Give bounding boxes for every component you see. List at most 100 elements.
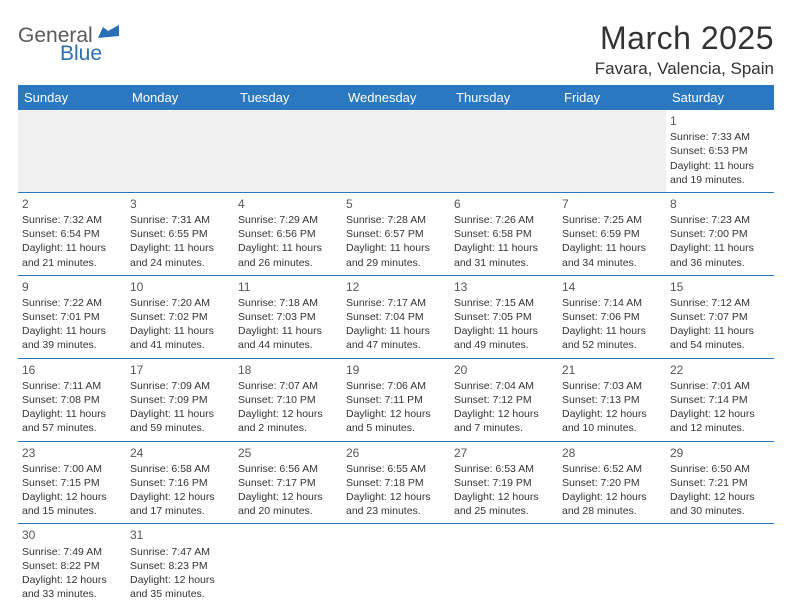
sunrise-text: Sunrise: 6:53 AM [454,462,554,476]
sunset-text: Sunset: 7:13 PM [562,393,662,407]
day-details: Sunrise: 7:06 AMSunset: 7:11 PMDaylight:… [346,379,446,436]
day-number: 4 [238,196,338,212]
calendar-cell: 3Sunrise: 7:31 AMSunset: 6:55 PMDaylight… [126,192,234,275]
header: GeneralBlue March 2025 Favara, Valencia,… [18,20,774,79]
sunrise-text: Sunrise: 7:47 AM [130,545,230,559]
calendar-cell: 8Sunrise: 7:23 AMSunset: 7:00 PMDaylight… [666,192,774,275]
calendar-week-row: 30Sunrise: 7:49 AMSunset: 8:22 PMDayligh… [18,524,774,606]
weekday-header: Monday [126,85,234,110]
day-number: 7 [562,196,662,212]
sunset-text: Sunset: 7:17 PM [238,476,338,490]
weekday-header: Saturday [666,85,774,110]
day-details: Sunrise: 7:26 AMSunset: 6:58 PMDaylight:… [454,213,554,270]
sunset-text: Sunset: 7:18 PM [346,476,446,490]
sunrise-text: Sunrise: 7:22 AM [22,296,122,310]
daylight-text: Daylight: 12 hours and 20 minutes. [238,490,338,518]
day-number: 3 [130,196,230,212]
sunset-text: Sunset: 6:55 PM [130,227,230,241]
calendar-cell: 19Sunrise: 7:06 AMSunset: 7:11 PMDayligh… [342,358,450,441]
daylight-text: Daylight: 11 hours and 49 minutes. [454,324,554,352]
daylight-text: Daylight: 11 hours and 24 minutes. [130,241,230,269]
calendar-cell: 2Sunrise: 7:32 AMSunset: 6:54 PMDaylight… [18,192,126,275]
calendar-cell: 7Sunrise: 7:25 AMSunset: 6:59 PMDaylight… [558,192,666,275]
weekday-header: Sunday [18,85,126,110]
calendar-cell: 17Sunrise: 7:09 AMSunset: 7:09 PMDayligh… [126,358,234,441]
sunset-text: Sunset: 8:23 PM [130,559,230,573]
day-number: 23 [22,445,122,461]
day-number: 19 [346,362,446,378]
day-details: Sunrise: 7:25 AMSunset: 6:59 PMDaylight:… [562,213,662,270]
sunset-text: Sunset: 7:04 PM [346,310,446,324]
day-details: Sunrise: 7:18 AMSunset: 7:03 PMDaylight:… [238,296,338,353]
calendar-cell: 24Sunrise: 6:58 AMSunset: 7:16 PMDayligh… [126,441,234,524]
calendar-cell: 5Sunrise: 7:28 AMSunset: 6:57 PMDaylight… [342,192,450,275]
day-details: Sunrise: 6:56 AMSunset: 7:17 PMDaylight:… [238,462,338,519]
calendar-cell [126,110,234,192]
calendar-cell: 1Sunrise: 7:33 AMSunset: 6:53 PMDaylight… [666,110,774,192]
sunrise-text: Sunrise: 6:55 AM [346,462,446,476]
sunset-text: Sunset: 7:02 PM [130,310,230,324]
calendar-cell [558,524,666,606]
day-details: Sunrise: 7:00 AMSunset: 7:15 PMDaylight:… [22,462,122,519]
calendar-cell: 11Sunrise: 7:18 AMSunset: 7:03 PMDayligh… [234,275,342,358]
sunrise-text: Sunrise: 6:58 AM [130,462,230,476]
weekday-header: Thursday [450,85,558,110]
daylight-text: Daylight: 11 hours and 47 minutes. [346,324,446,352]
sunset-text: Sunset: 6:53 PM [670,144,770,158]
sunrise-text: Sunrise: 7:32 AM [22,213,122,227]
calendar-cell [234,110,342,192]
sunrise-text: Sunrise: 7:23 AM [670,213,770,227]
location-text: Favara, Valencia, Spain [595,59,774,79]
calendar-cell: 21Sunrise: 7:03 AMSunset: 7:13 PMDayligh… [558,358,666,441]
calendar-page: GeneralBlue March 2025 Favara, Valencia,… [0,0,792,606]
day-number: 12 [346,279,446,295]
sunrise-text: Sunrise: 6:50 AM [670,462,770,476]
sunset-text: Sunset: 7:00 PM [670,227,770,241]
day-details: Sunrise: 7:04 AMSunset: 7:12 PMDaylight:… [454,379,554,436]
sunset-text: Sunset: 7:06 PM [562,310,662,324]
calendar-cell: 16Sunrise: 7:11 AMSunset: 7:08 PMDayligh… [18,358,126,441]
calendar-cell: 26Sunrise: 6:55 AMSunset: 7:18 PMDayligh… [342,441,450,524]
day-number: 9 [22,279,122,295]
calendar-week-row: 16Sunrise: 7:11 AMSunset: 7:08 PMDayligh… [18,358,774,441]
sunset-text: Sunset: 7:09 PM [130,393,230,407]
day-number: 16 [22,362,122,378]
calendar-cell [234,524,342,606]
sunset-text: Sunset: 6:54 PM [22,227,122,241]
day-details: Sunrise: 7:09 AMSunset: 7:09 PMDaylight:… [130,379,230,436]
sunset-text: Sunset: 7:07 PM [670,310,770,324]
day-details: Sunrise: 7:22 AMSunset: 7:01 PMDaylight:… [22,296,122,353]
day-number: 24 [130,445,230,461]
daylight-text: Daylight: 12 hours and 17 minutes. [130,490,230,518]
calendar-cell: 29Sunrise: 6:50 AMSunset: 7:21 PMDayligh… [666,441,774,524]
sunrise-text: Sunrise: 7:03 AM [562,379,662,393]
day-details: Sunrise: 7:14 AMSunset: 7:06 PMDaylight:… [562,296,662,353]
sunrise-text: Sunrise: 7:11 AM [22,379,122,393]
calendar-cell: 28Sunrise: 6:52 AMSunset: 7:20 PMDayligh… [558,441,666,524]
day-number: 18 [238,362,338,378]
daylight-text: Daylight: 12 hours and 15 minutes. [22,490,122,518]
sunset-text: Sunset: 7:15 PM [22,476,122,490]
day-details: Sunrise: 7:29 AMSunset: 6:56 PMDaylight:… [238,213,338,270]
day-number: 8 [670,196,770,212]
sunrise-text: Sunrise: 7:18 AM [238,296,338,310]
sunrise-text: Sunrise: 7:25 AM [562,213,662,227]
day-number: 22 [670,362,770,378]
day-details: Sunrise: 7:32 AMSunset: 6:54 PMDaylight:… [22,213,122,270]
daylight-text: Daylight: 11 hours and 59 minutes. [130,407,230,435]
daylight-text: Daylight: 12 hours and 5 minutes. [346,407,446,435]
day-number: 28 [562,445,662,461]
sunrise-text: Sunrise: 7:31 AM [130,213,230,227]
calendar-cell: 14Sunrise: 7:14 AMSunset: 7:06 PMDayligh… [558,275,666,358]
sunset-text: Sunset: 6:59 PM [562,227,662,241]
page-title: March 2025 [595,20,774,57]
logo: GeneralBlue [18,20,120,66]
daylight-text: Daylight: 12 hours and 25 minutes. [454,490,554,518]
sunset-text: Sunset: 7:12 PM [454,393,554,407]
calendar-table: Sunday Monday Tuesday Wednesday Thursday… [18,85,774,606]
daylight-text: Daylight: 12 hours and 12 minutes. [670,407,770,435]
sunrise-text: Sunrise: 7:01 AM [670,379,770,393]
daylight-text: Daylight: 11 hours and 39 minutes. [22,324,122,352]
day-details: Sunrise: 7:01 AMSunset: 7:14 PMDaylight:… [670,379,770,436]
calendar-cell [558,110,666,192]
